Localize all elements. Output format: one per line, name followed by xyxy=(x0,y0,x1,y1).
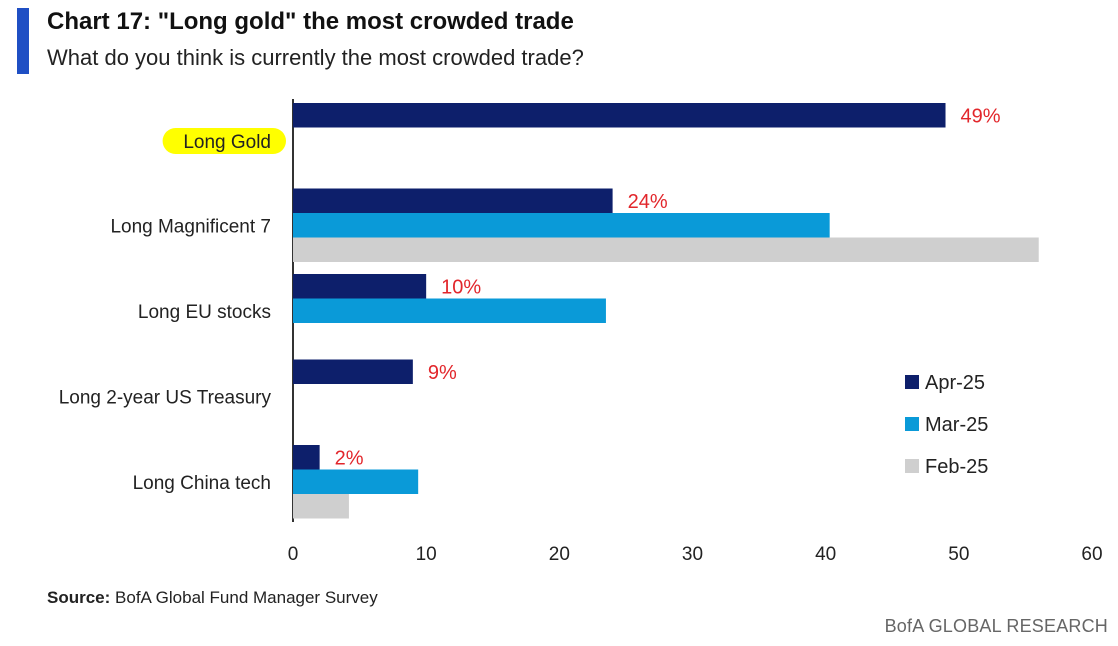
chart-subtitle: What do you think is currently the most … xyxy=(47,45,584,70)
data-label-3: 9% xyxy=(428,362,457,384)
category-label-4: Long China tech xyxy=(133,473,271,494)
title-accent-bar xyxy=(17,8,29,74)
legend-swatch-feb-25 xyxy=(905,459,919,473)
source-text: BofA Global Fund Manager Survey xyxy=(110,588,378,607)
category-highlight xyxy=(162,128,286,154)
bar-feb-25-4 xyxy=(293,494,349,519)
x-tick-label-0: 0 xyxy=(288,544,299,565)
data-label-0: 49% xyxy=(961,105,1001,127)
x-tick-label-40: 40 xyxy=(815,544,836,565)
legend-label-feb-25: Feb-25 xyxy=(925,456,988,478)
legend-label-apr-25: Apr-25 xyxy=(925,372,985,394)
source-note: Source: BofA Global Fund Manager Survey xyxy=(47,588,378,608)
data-label-2: 10% xyxy=(441,276,481,298)
bar-feb-25-1 xyxy=(293,237,1039,262)
x-tick-label-60: 60 xyxy=(1081,544,1102,565)
legend-swatch-mar-25 xyxy=(905,417,919,431)
data-label-1: 24% xyxy=(628,191,668,213)
bar-mar-25-1 xyxy=(293,213,830,238)
category-label-2: Long EU stocks xyxy=(138,302,271,323)
category-label-1: Long Magnificent 7 xyxy=(110,216,271,237)
x-tick-label-30: 30 xyxy=(682,544,703,565)
x-tick-label-50: 50 xyxy=(948,544,969,565)
bar-mar-25-2 xyxy=(293,298,606,323)
category-label-3: Long 2-year US Treasury xyxy=(59,387,272,408)
bar-apr-25-1 xyxy=(293,188,613,213)
legend-label-mar-25: Mar-25 xyxy=(925,414,988,436)
x-tick-label-10: 10 xyxy=(416,544,437,565)
data-label-4: 2% xyxy=(335,447,364,469)
legend-swatch-apr-25 xyxy=(905,375,919,389)
x-tick-label-20: 20 xyxy=(549,544,570,565)
bar-apr-25-3 xyxy=(293,359,413,384)
bar-apr-25-0 xyxy=(293,103,946,128)
bar-apr-25-2 xyxy=(293,274,427,299)
bar-apr-25-4 xyxy=(293,445,320,470)
brand-label: BofA GLOBAL RESEARCH xyxy=(884,616,1108,636)
chart-title: Chart 17: "Long gold" the most crowded t… xyxy=(47,8,574,35)
bar-mar-25-4 xyxy=(293,469,419,494)
source-label: Source: xyxy=(47,588,111,607)
category-label-0: Long Gold xyxy=(183,132,271,153)
